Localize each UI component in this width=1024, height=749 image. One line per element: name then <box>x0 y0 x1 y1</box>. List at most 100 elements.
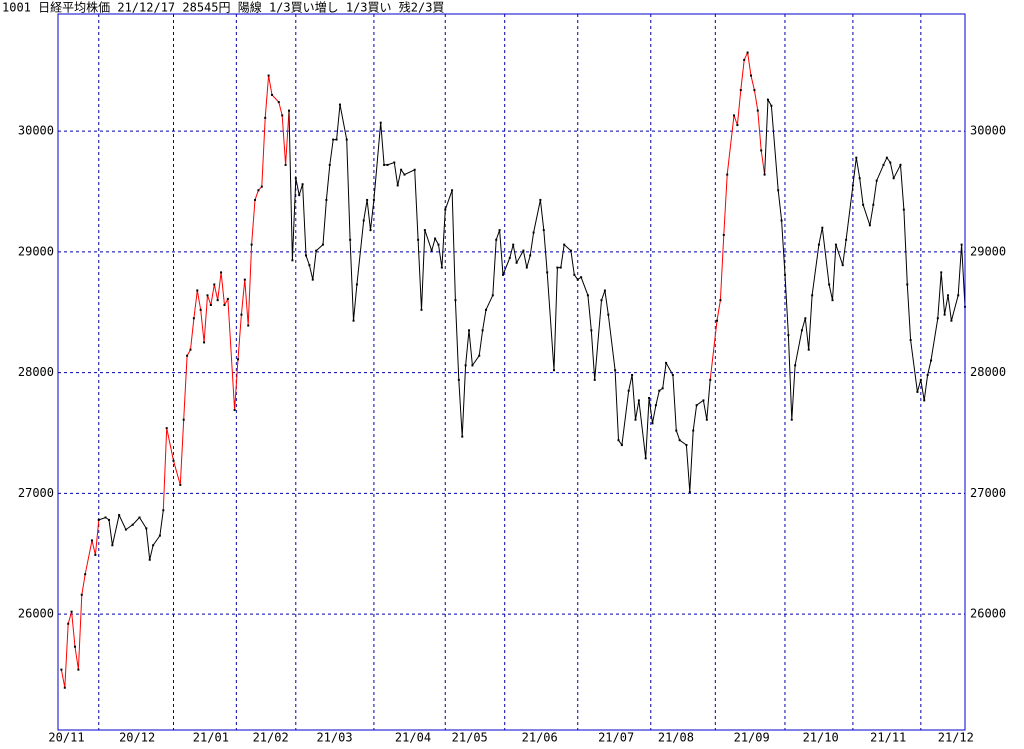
price-line <box>764 97 966 420</box>
price-dot <box>906 283 909 286</box>
price-dot <box>817 243 820 246</box>
price-dot <box>158 534 161 537</box>
price-dot <box>919 378 922 381</box>
price-dot <box>902 208 905 211</box>
price-dot <box>294 177 297 180</box>
price-dot <box>440 266 443 269</box>
x-tick-label: 21/09 <box>734 731 770 745</box>
x-tick-label: 21/06 <box>522 731 558 745</box>
x-tick-label: 21/11 <box>870 731 906 745</box>
y-tick-label: 27000 <box>18 486 54 500</box>
price-dot <box>451 189 454 192</box>
price-dot <box>841 264 844 267</box>
price-dot <box>403 173 406 176</box>
price-dot <box>702 399 705 402</box>
price-dot <box>532 231 535 234</box>
price-dot <box>950 319 953 322</box>
price-dot <box>118 514 121 517</box>
price-dot <box>281 114 284 117</box>
price-dot <box>811 294 814 297</box>
price-dot <box>304 254 307 257</box>
price-dot <box>868 224 871 227</box>
price-dot <box>753 89 756 92</box>
price-dot <box>223 303 226 306</box>
price-dot <box>634 418 637 421</box>
price-dot <box>206 294 209 297</box>
price-dot <box>485 308 488 311</box>
price-dot <box>576 278 579 281</box>
price-dot <box>495 238 498 241</box>
price-dot <box>264 116 267 119</box>
price-dot <box>726 173 729 176</box>
price-dot <box>196 289 199 292</box>
price-dot <box>400 168 403 171</box>
price-dot <box>716 319 719 322</box>
price-dot <box>457 378 460 381</box>
price-dot <box>763 173 766 176</box>
price-dot <box>736 124 739 127</box>
price-dot <box>916 390 919 393</box>
price-dot <box>502 273 505 276</box>
price-dot <box>926 374 929 377</box>
price-dot <box>60 668 63 671</box>
price-dot <box>423 229 426 232</box>
price-dot <box>923 399 926 402</box>
price-dot <box>678 439 681 442</box>
price-dot <box>233 409 236 412</box>
price-dot <box>437 243 440 246</box>
price-dot <box>936 317 939 320</box>
price-dot <box>522 249 525 252</box>
price-dot <box>821 226 824 229</box>
price-dot <box>498 229 501 232</box>
price-dot <box>675 429 678 432</box>
price-dot <box>298 194 301 197</box>
price-dot <box>515 261 518 264</box>
price-dot <box>804 317 807 320</box>
price-dot <box>671 374 674 377</box>
price-dot <box>695 404 698 407</box>
price-dot <box>872 203 875 206</box>
price-dot <box>546 271 549 274</box>
price-dot <box>685 444 688 447</box>
price-dot <box>355 283 358 286</box>
price-dot <box>882 163 885 166</box>
price-dot <box>631 374 634 377</box>
price-dot <box>780 219 783 222</box>
price-dot <box>542 229 545 232</box>
plot-frame <box>57 13 966 731</box>
price-dot <box>491 294 494 297</box>
price-dot <box>325 198 328 201</box>
price-dot <box>858 177 861 180</box>
price-dot <box>97 518 100 521</box>
price-dot <box>271 93 274 96</box>
price-dot <box>559 266 562 269</box>
price-dot <box>807 348 810 351</box>
price-dot <box>70 610 73 613</box>
price-dot <box>862 203 865 206</box>
price-dot <box>362 219 365 222</box>
price-dot <box>756 109 759 112</box>
price-dot <box>743 58 746 61</box>
price-dot <box>393 161 396 164</box>
price-dot <box>855 156 858 159</box>
price-dot <box>637 399 640 402</box>
price-dot <box>529 254 532 257</box>
price-dot <box>80 593 83 596</box>
chart-title: 1001 日経平均株価 21/12/17 28545円 陽線 1/3買い増し 1… <box>2 0 444 15</box>
price-dot <box>172 459 175 462</box>
price-dot <box>930 359 933 362</box>
price-dot <box>733 114 736 117</box>
price-dot <box>481 329 484 332</box>
price-dot <box>379 121 382 124</box>
price-dot <box>267 74 270 77</box>
price-dot <box>454 299 457 302</box>
y-tick-label-right: 30000 <box>970 124 1006 138</box>
price-dot <box>665 361 668 364</box>
price-dot <box>787 334 790 337</box>
price-dot <box>277 101 280 104</box>
price-dot <box>311 278 314 281</box>
price-dot <box>94 553 97 556</box>
price-dot <box>875 179 878 182</box>
price-dot <box>471 364 474 367</box>
